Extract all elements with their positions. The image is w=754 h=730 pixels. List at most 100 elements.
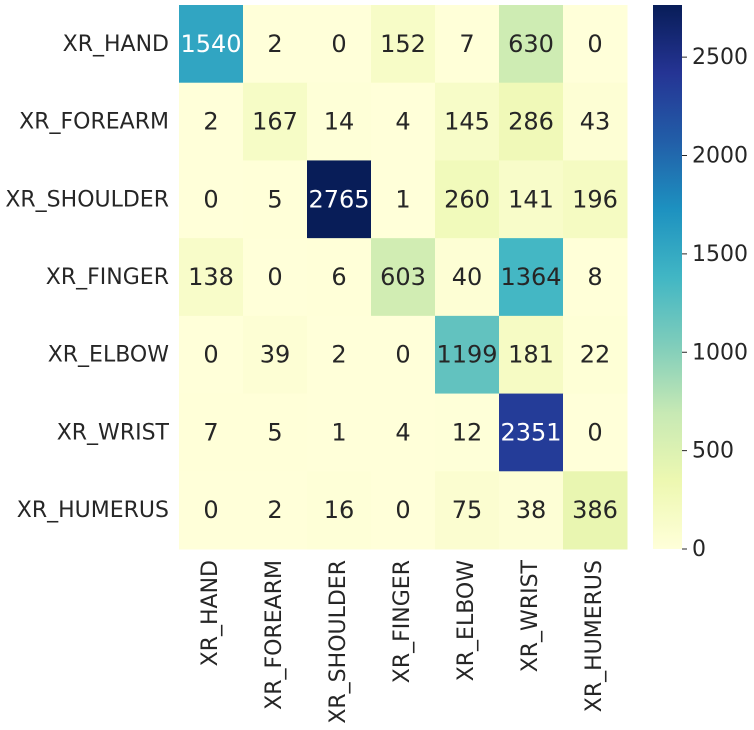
cell-value-label: 2351 bbox=[500, 418, 561, 446]
heatmap-cell-labels: 1540 2 0 152 7 630 02 167 14 4 145 286 430 5 2765 1 260 1… bbox=[180, 30, 617, 524]
colorbar-tick-label: 2500 bbox=[692, 45, 748, 70]
heatmap-cell bbox=[179, 5, 244, 84]
cell-value-label: 386 bbox=[572, 496, 618, 524]
heatmap-cell bbox=[499, 82, 564, 161]
cell-value-label: 0 bbox=[203, 185, 218, 213]
heatmap-cell bbox=[435, 160, 500, 239]
heatmap-cell bbox=[563, 5, 628, 84]
cell-value-label: 152 bbox=[380, 30, 426, 58]
heatmap-cell bbox=[499, 238, 564, 317]
cell-value-label: 75 bbox=[452, 496, 483, 524]
y-axis-tick-labels: XR_HAND XR_FOREARM XR_SHOULDER XR_FINGER XR_… bbox=[5, 32, 169, 523]
heatmap-cell bbox=[499, 315, 564, 395]
heatmap-cell bbox=[563, 238, 628, 317]
cell-value-label: 286 bbox=[508, 108, 554, 136]
cell-value-label: 2 bbox=[267, 496, 282, 524]
cell-value-label: 1 bbox=[395, 185, 410, 213]
heatmap-cell bbox=[243, 160, 308, 239]
cell-value-label: 14 bbox=[324, 108, 355, 136]
cell-value-label: 12 bbox=[452, 418, 483, 446]
heatmap-cell bbox=[435, 238, 500, 317]
cell-value-label: 4 bbox=[395, 418, 410, 446]
cell-value-label: 2 bbox=[331, 341, 346, 369]
cell-value-label: 38 bbox=[516, 496, 547, 524]
cell-value-label: 40 bbox=[452, 263, 483, 291]
cell-value-label: 138 bbox=[188, 263, 234, 291]
row-tick-label: XR_WRIST bbox=[57, 420, 170, 445]
heatmap-cell bbox=[435, 315, 500, 395]
cell-value-label: 1199 bbox=[436, 341, 497, 369]
cell-value-label: 2765 bbox=[308, 185, 369, 213]
heatmap-cell bbox=[179, 238, 244, 317]
heatmap-cell bbox=[307, 393, 372, 472]
colorbar-gradient bbox=[653, 5, 682, 549]
heatmap-cell bbox=[435, 5, 500, 84]
heatmap-cell bbox=[371, 238, 436, 317]
colorbar-tick-label: 0 bbox=[692, 537, 706, 562]
heatmap-cell bbox=[499, 471, 564, 550]
heatmap-cell bbox=[563, 393, 628, 472]
heatmap-cell bbox=[307, 238, 372, 317]
colorbar-tick-label: 500 bbox=[692, 439, 734, 464]
cell-value-label: 0 bbox=[331, 30, 346, 58]
heatmap-cell bbox=[243, 5, 308, 84]
cell-value-label: 7 bbox=[459, 30, 474, 58]
heatmap-cell bbox=[307, 160, 372, 239]
heatmap-cell bbox=[243, 238, 308, 317]
row-tick-label: XR_HAND bbox=[63, 32, 169, 57]
heatmap-cell bbox=[371, 315, 436, 395]
colorbar-tick-label: 1000 bbox=[692, 340, 748, 365]
heatmap-cell bbox=[307, 471, 372, 550]
cell-value-label: 181 bbox=[508, 341, 554, 369]
cell-value-label: 630 bbox=[508, 30, 554, 58]
cell-value-label: 0 bbox=[587, 418, 602, 446]
heatmap-cell bbox=[563, 160, 628, 239]
heatmap-cell bbox=[563, 315, 628, 395]
cell-value-label: 2 bbox=[203, 108, 218, 136]
cell-value-label: 22 bbox=[580, 341, 611, 369]
cell-value-label: 1540 bbox=[180, 30, 241, 58]
cell-value-label: 4 bbox=[395, 108, 410, 136]
heatmap-cell bbox=[179, 315, 244, 395]
cell-value-label: 1 bbox=[331, 418, 346, 446]
column-tick-label: XR_SHOULDER bbox=[326, 560, 351, 724]
x-axis-tick-labels: XR_HAND XR_FOREARM XR_SHOULDER XR_FINGER XR_… bbox=[198, 559, 607, 723]
heatmap-cell bbox=[307, 315, 372, 395]
row-tick-label: XR_SHOULDER bbox=[5, 187, 169, 212]
heatmap-cell bbox=[499, 393, 564, 472]
heatmap-cell bbox=[179, 160, 244, 239]
cell-value-label: 1364 bbox=[500, 263, 561, 291]
heatmap-cells bbox=[179, 5, 628, 550]
heatmap-cell bbox=[435, 471, 500, 550]
cell-value-label: 6 bbox=[331, 263, 346, 291]
heatmap-cell bbox=[243, 82, 308, 161]
column-tick-label: XR_FOREARM bbox=[262, 560, 287, 710]
heatmap-cell bbox=[563, 82, 628, 161]
heatmap-cell bbox=[307, 82, 372, 161]
heatmap-cell bbox=[179, 82, 244, 161]
heatmap-cell bbox=[499, 160, 564, 239]
heatmap-cell bbox=[371, 5, 436, 84]
cell-value-label: 0 bbox=[267, 263, 282, 291]
colorbar bbox=[653, 5, 682, 549]
cell-value-label: 2 bbox=[267, 30, 282, 58]
row-tick-label: XR_HUMERUS bbox=[17, 498, 169, 523]
cell-value-label: 5 bbox=[267, 185, 282, 213]
heatmap-cell bbox=[371, 393, 436, 472]
heatmap-cell bbox=[371, 160, 436, 239]
cell-value-label: 0 bbox=[395, 496, 410, 524]
row-tick-label: XR_ELBOW bbox=[48, 343, 170, 368]
cell-value-label: 39 bbox=[260, 341, 291, 369]
colorbar-ticks: 0 500 1000 1500 2000 2500 bbox=[682, 45, 748, 562]
cell-value-label: 196 bbox=[572, 185, 618, 213]
heatmap-cell bbox=[243, 471, 308, 550]
heatmap-cell bbox=[307, 5, 372, 84]
column-tick-label: XR_HUMERUS bbox=[582, 560, 607, 712]
cell-value-label: 8 bbox=[587, 263, 602, 291]
heatmap-cell bbox=[179, 393, 244, 472]
cell-value-label: 0 bbox=[203, 341, 218, 369]
heatmap-cell bbox=[243, 393, 308, 472]
column-tick-label: XR_FINGER bbox=[390, 560, 415, 683]
colorbar-tick-label: 1500 bbox=[692, 242, 748, 267]
cell-value-label: 0 bbox=[203, 496, 218, 524]
